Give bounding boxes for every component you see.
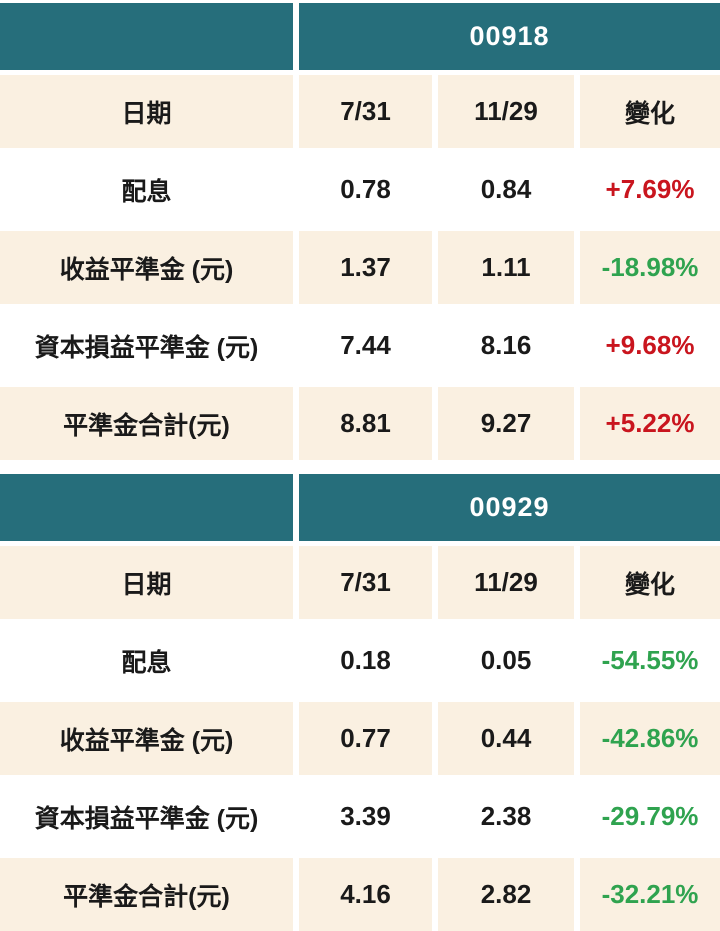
value-cell: 4.16 [299, 858, 432, 931]
table-header-spacer [0, 3, 293, 70]
value-cell: 0.84 [438, 153, 574, 226]
value-cell: 9.27 [438, 387, 574, 460]
column-header-date-2: 11/29 [438, 546, 574, 619]
row-label: 收益平準金 (元) [0, 231, 293, 304]
column-header-label: 日期 [0, 75, 293, 148]
value-cell: 0.18 [299, 624, 432, 697]
column-header-date-2: 11/29 [438, 75, 574, 148]
value-cell: 8.81 [299, 387, 432, 460]
table-title: 00929 [299, 474, 720, 541]
change-cell: -32.21% [580, 858, 720, 931]
row-label: 配息 [0, 153, 293, 226]
column-header-date-1: 7/31 [299, 75, 432, 148]
column-header-change: 變化 [580, 546, 720, 619]
value-cell: 0.44 [438, 702, 574, 775]
row-label: 資本損益平準金 (元) [0, 780, 293, 853]
row-label: 配息 [0, 624, 293, 697]
change-cell: +5.22% [580, 387, 720, 460]
table-title: 00918 [299, 3, 720, 70]
table-00918: 00918 日期 7/31 11/29 變化 配息 0.78 0.84 +7.6… [0, 3, 720, 460]
table-header-spacer [0, 474, 293, 541]
change-cell: +9.68% [580, 309, 720, 382]
change-cell: -54.55% [580, 624, 720, 697]
column-header-label: 日期 [0, 546, 293, 619]
change-cell: -18.98% [580, 231, 720, 304]
change-cell: +7.69% [580, 153, 720, 226]
row-label: 平準金合計(元) [0, 387, 293, 460]
value-cell: 2.82 [438, 858, 574, 931]
value-cell: 1.37 [299, 231, 432, 304]
value-cell: 7.44 [299, 309, 432, 382]
value-cell: 0.05 [438, 624, 574, 697]
row-label: 收益平準金 (元) [0, 702, 293, 775]
value-cell: 3.39 [299, 780, 432, 853]
value-cell: 1.11 [438, 231, 574, 304]
row-label: 平準金合計(元) [0, 858, 293, 931]
change-cell: -29.79% [580, 780, 720, 853]
value-cell: 2.38 [438, 780, 574, 853]
table-00929: 00929 日期 7/31 11/29 變化 配息 0.18 0.05 -54.… [0, 474, 720, 931]
change-cell: -42.86% [580, 702, 720, 775]
column-header-date-1: 7/31 [299, 546, 432, 619]
value-cell: 0.78 [299, 153, 432, 226]
value-cell: 0.77 [299, 702, 432, 775]
column-header-change: 變化 [580, 75, 720, 148]
value-cell: 8.16 [438, 309, 574, 382]
row-label: 資本損益平準金 (元) [0, 309, 293, 382]
